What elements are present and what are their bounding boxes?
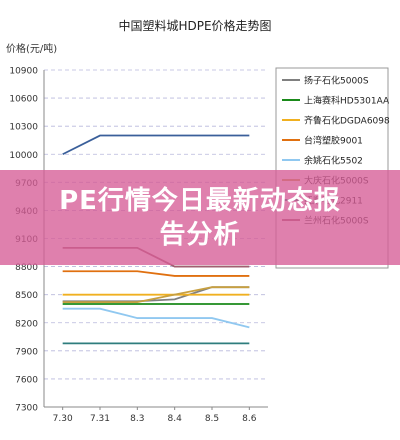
series-line (62, 307, 250, 329)
legend-entry: 扬子石化5000S (304, 75, 369, 87)
y-tick-label: 10600 (9, 95, 38, 105)
chart-title: 中国塑料城HDPE价格走势图 (118, 18, 271, 33)
x-tick-label: 7.30 (53, 414, 73, 424)
legend-entry: 台湾塑胶9001 (304, 135, 363, 147)
y-axis-label: 价格(元/吨) (6, 42, 57, 55)
x-tick-label: 8.4 (168, 414, 183, 424)
series-line (62, 270, 250, 277)
y-tick-label: 8200 (15, 319, 38, 329)
y-tick-label: 7900 (15, 347, 38, 357)
y-tick-label: 10000 (9, 151, 38, 161)
legend-entry: 余姚石化5502 (304, 155, 363, 167)
headline-line-1: PE行情今日最新动态报 (59, 185, 341, 216)
legend-entry: 上海赛科HD5301AA (304, 95, 390, 107)
series-line (62, 134, 250, 156)
y-tick-label: 8500 (15, 291, 38, 301)
x-tick-label: 8.3 (130, 414, 144, 424)
series-line (62, 286, 250, 304)
headline-line-2: 告分析 (159, 219, 241, 250)
x-tick-label: 8.6 (242, 414, 257, 424)
y-tick-label: 8800 (15, 263, 38, 273)
y-tick-label: 7600 (15, 375, 38, 385)
y-tick-label: 10900 (9, 67, 38, 77)
headline-banner: PE行情今日最新动态报 告分析 (0, 170, 400, 265)
x-tick-label: 8.5 (205, 414, 219, 424)
x-tick-label: 7.31 (90, 414, 110, 424)
y-tick-label: 7300 (15, 404, 38, 414)
legend-entry: 齐鲁石化DGDA6098 (304, 115, 390, 127)
y-tick-label: 10300 (9, 123, 38, 133)
